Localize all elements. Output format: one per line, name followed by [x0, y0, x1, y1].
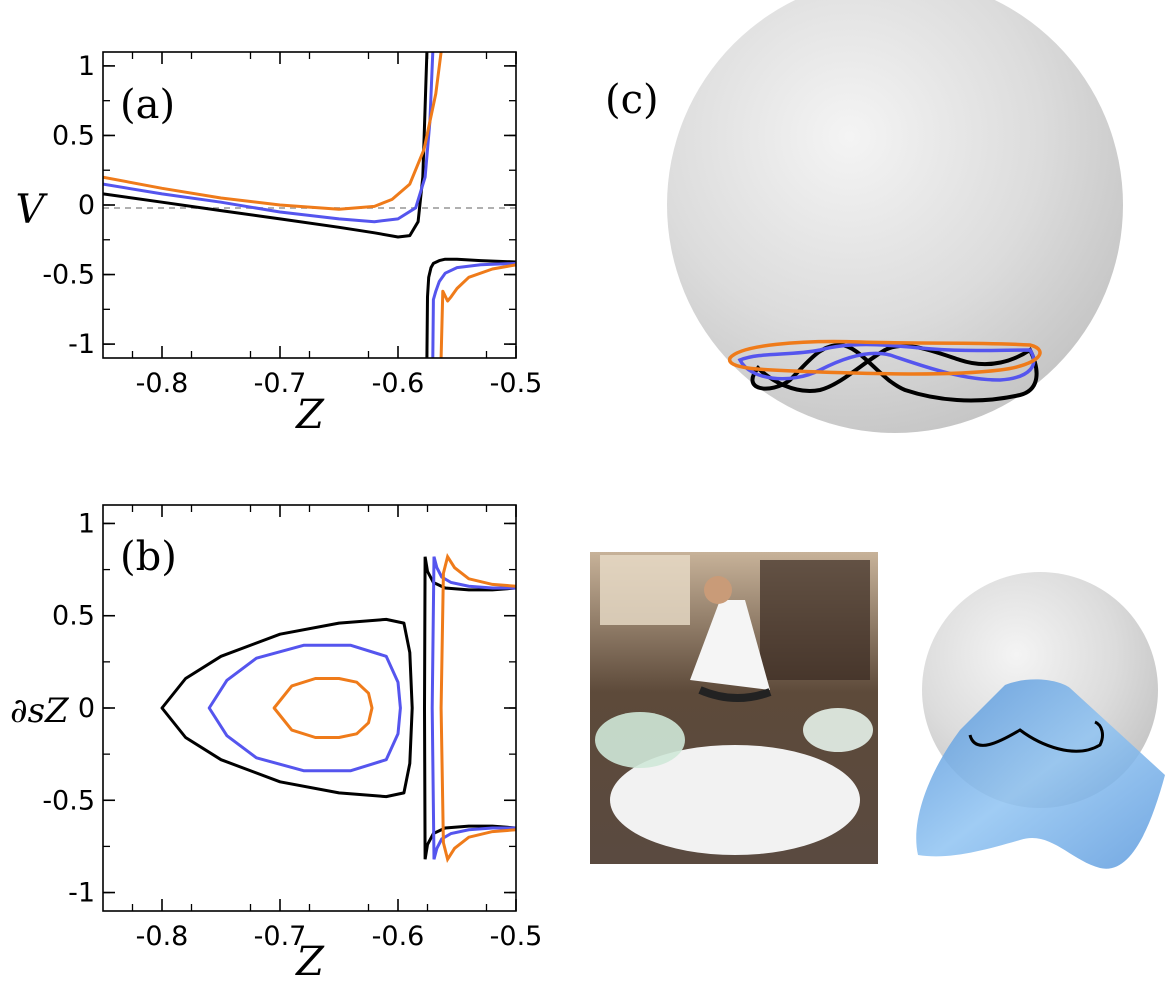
x-tick-label: -0.7	[254, 921, 307, 952]
y-tick-label: 1	[78, 508, 95, 539]
phase-branch-orange	[439, 707, 516, 864]
x-tick-label: -0.6	[372, 921, 425, 952]
y-tick-label: 0	[78, 190, 95, 221]
orbit-curve-black	[968, 720, 1104, 753]
x-tick-label: -0.6	[372, 368, 425, 399]
orbit-curve-black	[750, 342, 1039, 403]
y-axis-label: V	[16, 187, 49, 233]
y-axis-label: ∂sZ	[10, 691, 70, 731]
panel-a-plot: -0.8 -0.7 -0.6 -0.5 1 0.5 0 -0.5 -1 (a) Z V	[16, 51, 543, 438]
sphere	[667, 0, 1123, 433]
phase-branch-blue	[430, 707, 516, 860]
phase-branch-orange	[439, 552, 516, 709]
conical-surface	[916, 679, 1165, 869]
x-axis-label: Z	[294, 392, 325, 438]
panel-c-sphere: (c)	[605, 0, 1123, 433]
series-line-black	[425, 257, 516, 358]
y-tick-label: 0	[78, 693, 95, 724]
phase-loop-orange	[272, 677, 374, 739]
panel-label-a: (a)	[120, 82, 175, 128]
orbit-curve-blue	[737, 342, 1036, 382]
phase-loop-blue	[207, 643, 402, 773]
phase-branch-black	[423, 556, 516, 709]
x-tick-label: -0.5	[490, 368, 543, 399]
series-line-orange	[439, 263, 516, 358]
orbit-curve-orange	[728, 339, 1042, 376]
y-tick-label: 0.5	[52, 120, 95, 151]
x-tick-label: -0.8	[136, 368, 189, 399]
y-tick-label: 1	[78, 51, 95, 82]
dancer-photo	[590, 552, 878, 864]
y-tick-label: -1	[68, 329, 95, 360]
series-line-black	[103, 52, 429, 239]
series-line-orange	[103, 52, 443, 211]
y-tick-label: -0.5	[42, 785, 95, 816]
phase-branch-blue	[430, 556, 516, 709]
phase-branch-black	[423, 707, 516, 860]
x-tick-label: -0.7	[254, 368, 307, 399]
y-tick-label: -1	[68, 878, 95, 909]
series-line-blue	[431, 261, 516, 358]
y-tick-label: -0.5	[42, 260, 95, 291]
x-axis-label: Z	[294, 939, 325, 982]
panel-b-plot: -0.8 -0.7 -0.6 -0.5 1 0.5 0 -0.5 -1 (b) Z ∂sZ	[10, 504, 543, 982]
panel-label-b: (b)	[120, 534, 177, 580]
sphere-with-surface	[916, 572, 1165, 869]
y-tick-label: 0.5	[52, 601, 95, 632]
x-tick-label: -0.8	[136, 921, 189, 952]
panel-label-c: (c)	[605, 77, 659, 123]
series-line-blue	[103, 52, 435, 224]
phase-loop-black	[160, 617, 414, 799]
x-tick-label: -0.5	[490, 921, 543, 952]
